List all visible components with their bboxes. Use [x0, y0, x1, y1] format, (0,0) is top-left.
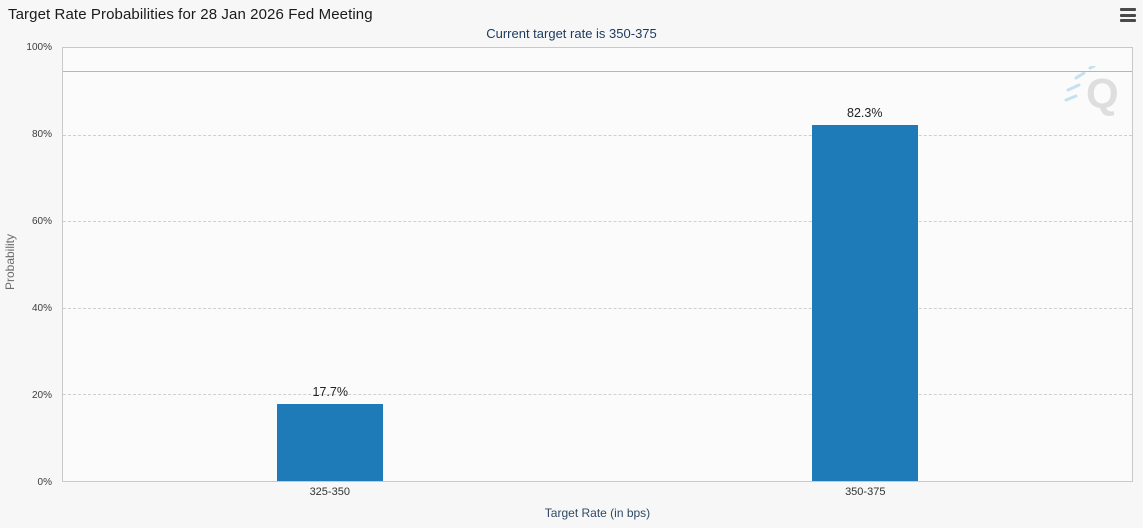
bar-fill [811, 124, 918, 481]
x-axis: 325-350 350-375 [62, 486, 1133, 500]
chart-subtitle: Current target rate is 350-375 [486, 26, 657, 41]
hamburger-bar [1120, 8, 1136, 11]
hamburger-icon[interactable] [1120, 8, 1136, 22]
y-axis: 0% 20% 40% 60% 80% 100% [0, 42, 58, 488]
svg-text:Q: Q [1086, 70, 1118, 117]
x-tick-label: 325-350 [309, 486, 350, 498]
y-tick-label: 0% [37, 477, 52, 488]
y-axis-title: Probability [3, 233, 17, 291]
x-tick-label: 350-375 [845, 486, 886, 498]
bar-350-375: 82.3% [811, 106, 918, 481]
y-tick-label: 40% [31, 303, 52, 314]
chart-title: Target Rate Probabilities for 28 Jan 202… [8, 6, 373, 23]
y-tick-label: 100% [26, 42, 52, 53]
bar-value-label: 82.3% [847, 105, 883, 120]
hamburger-bar [1120, 19, 1136, 22]
bar-fill [277, 404, 384, 481]
gridline [63, 394, 1132, 396]
bar-value-label: 17.7% [312, 385, 348, 400]
gridline [63, 307, 1132, 309]
y-tick-label: 80% [31, 129, 52, 140]
gridline [63, 221, 1132, 223]
plot-area: Q 17.7% 82.3% [62, 47, 1133, 482]
reference-line [63, 70, 1132, 72]
y-tick-label: 60% [31, 216, 52, 227]
gridline [63, 134, 1132, 136]
hamburger-bar [1120, 13, 1136, 17]
x-axis-title: Target Rate (in bps) [544, 506, 651, 520]
y-tick-label: 20% [31, 390, 52, 401]
quikstrike-watermark-icon: Q [1064, 66, 1118, 117]
bar-325-350: 17.7% [277, 385, 384, 481]
